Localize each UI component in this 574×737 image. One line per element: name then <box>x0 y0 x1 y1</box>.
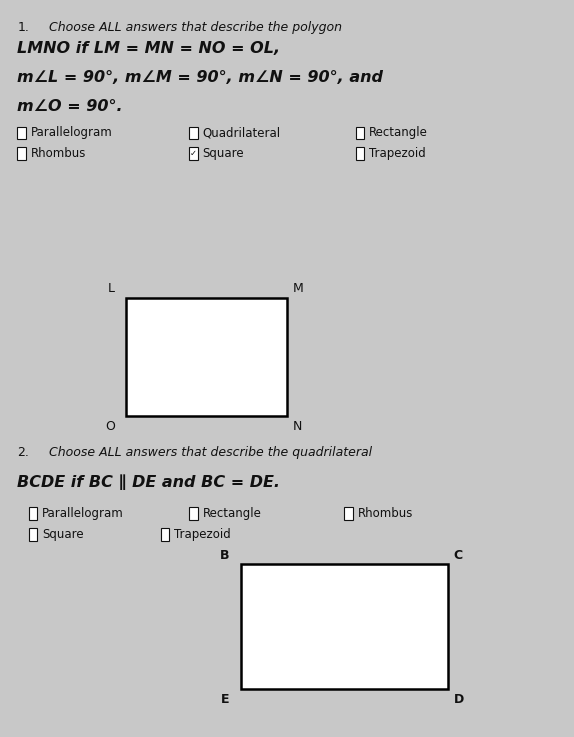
Text: LMNO if LM = MN = NO = OL,: LMNO if LM = MN = NO = OL, <box>17 41 280 55</box>
Bar <box>161 528 169 541</box>
Text: m∠O = 90°.: m∠O = 90°. <box>17 99 123 114</box>
Text: Choose ALL answers that describe the polygon: Choose ALL answers that describe the pol… <box>49 21 342 34</box>
Text: Choose ALL answers that describe the quadrilateral: Choose ALL answers that describe the qua… <box>49 446 372 459</box>
Text: ✓: ✓ <box>190 149 197 158</box>
Text: Parallelogram: Parallelogram <box>42 507 123 520</box>
Text: Square: Square <box>203 147 245 160</box>
Text: Parallelogram: Parallelogram <box>30 127 112 139</box>
Bar <box>344 507 353 520</box>
Bar <box>356 127 364 139</box>
Text: E: E <box>221 693 230 706</box>
Text: Trapezoid: Trapezoid <box>369 147 426 160</box>
Text: O: O <box>105 420 115 433</box>
Text: Rhombus: Rhombus <box>358 507 413 520</box>
Bar <box>189 127 198 139</box>
Text: M: M <box>293 282 304 295</box>
Text: Rhombus: Rhombus <box>30 147 86 160</box>
Bar <box>189 147 198 160</box>
Text: D: D <box>453 693 464 706</box>
Text: Trapezoid: Trapezoid <box>174 528 231 541</box>
Text: 1.: 1. <box>17 21 29 34</box>
Text: B: B <box>220 548 230 562</box>
Bar <box>189 507 198 520</box>
Bar <box>17 147 26 160</box>
Bar <box>17 127 26 139</box>
Bar <box>29 507 37 520</box>
Text: Rectangle: Rectangle <box>369 127 428 139</box>
Text: C: C <box>453 548 463 562</box>
Text: Rectangle: Rectangle <box>203 507 262 520</box>
Bar <box>356 147 364 160</box>
Text: 2.: 2. <box>17 446 29 459</box>
Text: L: L <box>108 282 115 295</box>
Text: BCDE if BC ∥ DE and BC = DE.: BCDE if BC ∥ DE and BC = DE. <box>17 474 280 489</box>
Text: Square: Square <box>42 528 84 541</box>
Bar <box>241 564 448 689</box>
Text: m∠L = 90°, m∠M = 90°, m∠N = 90°, and: m∠L = 90°, m∠M = 90°, m∠N = 90°, and <box>17 70 383 85</box>
Text: N: N <box>293 420 302 433</box>
Bar <box>126 298 287 416</box>
Bar <box>29 528 37 541</box>
Text: Quadrilateral: Quadrilateral <box>203 127 281 139</box>
